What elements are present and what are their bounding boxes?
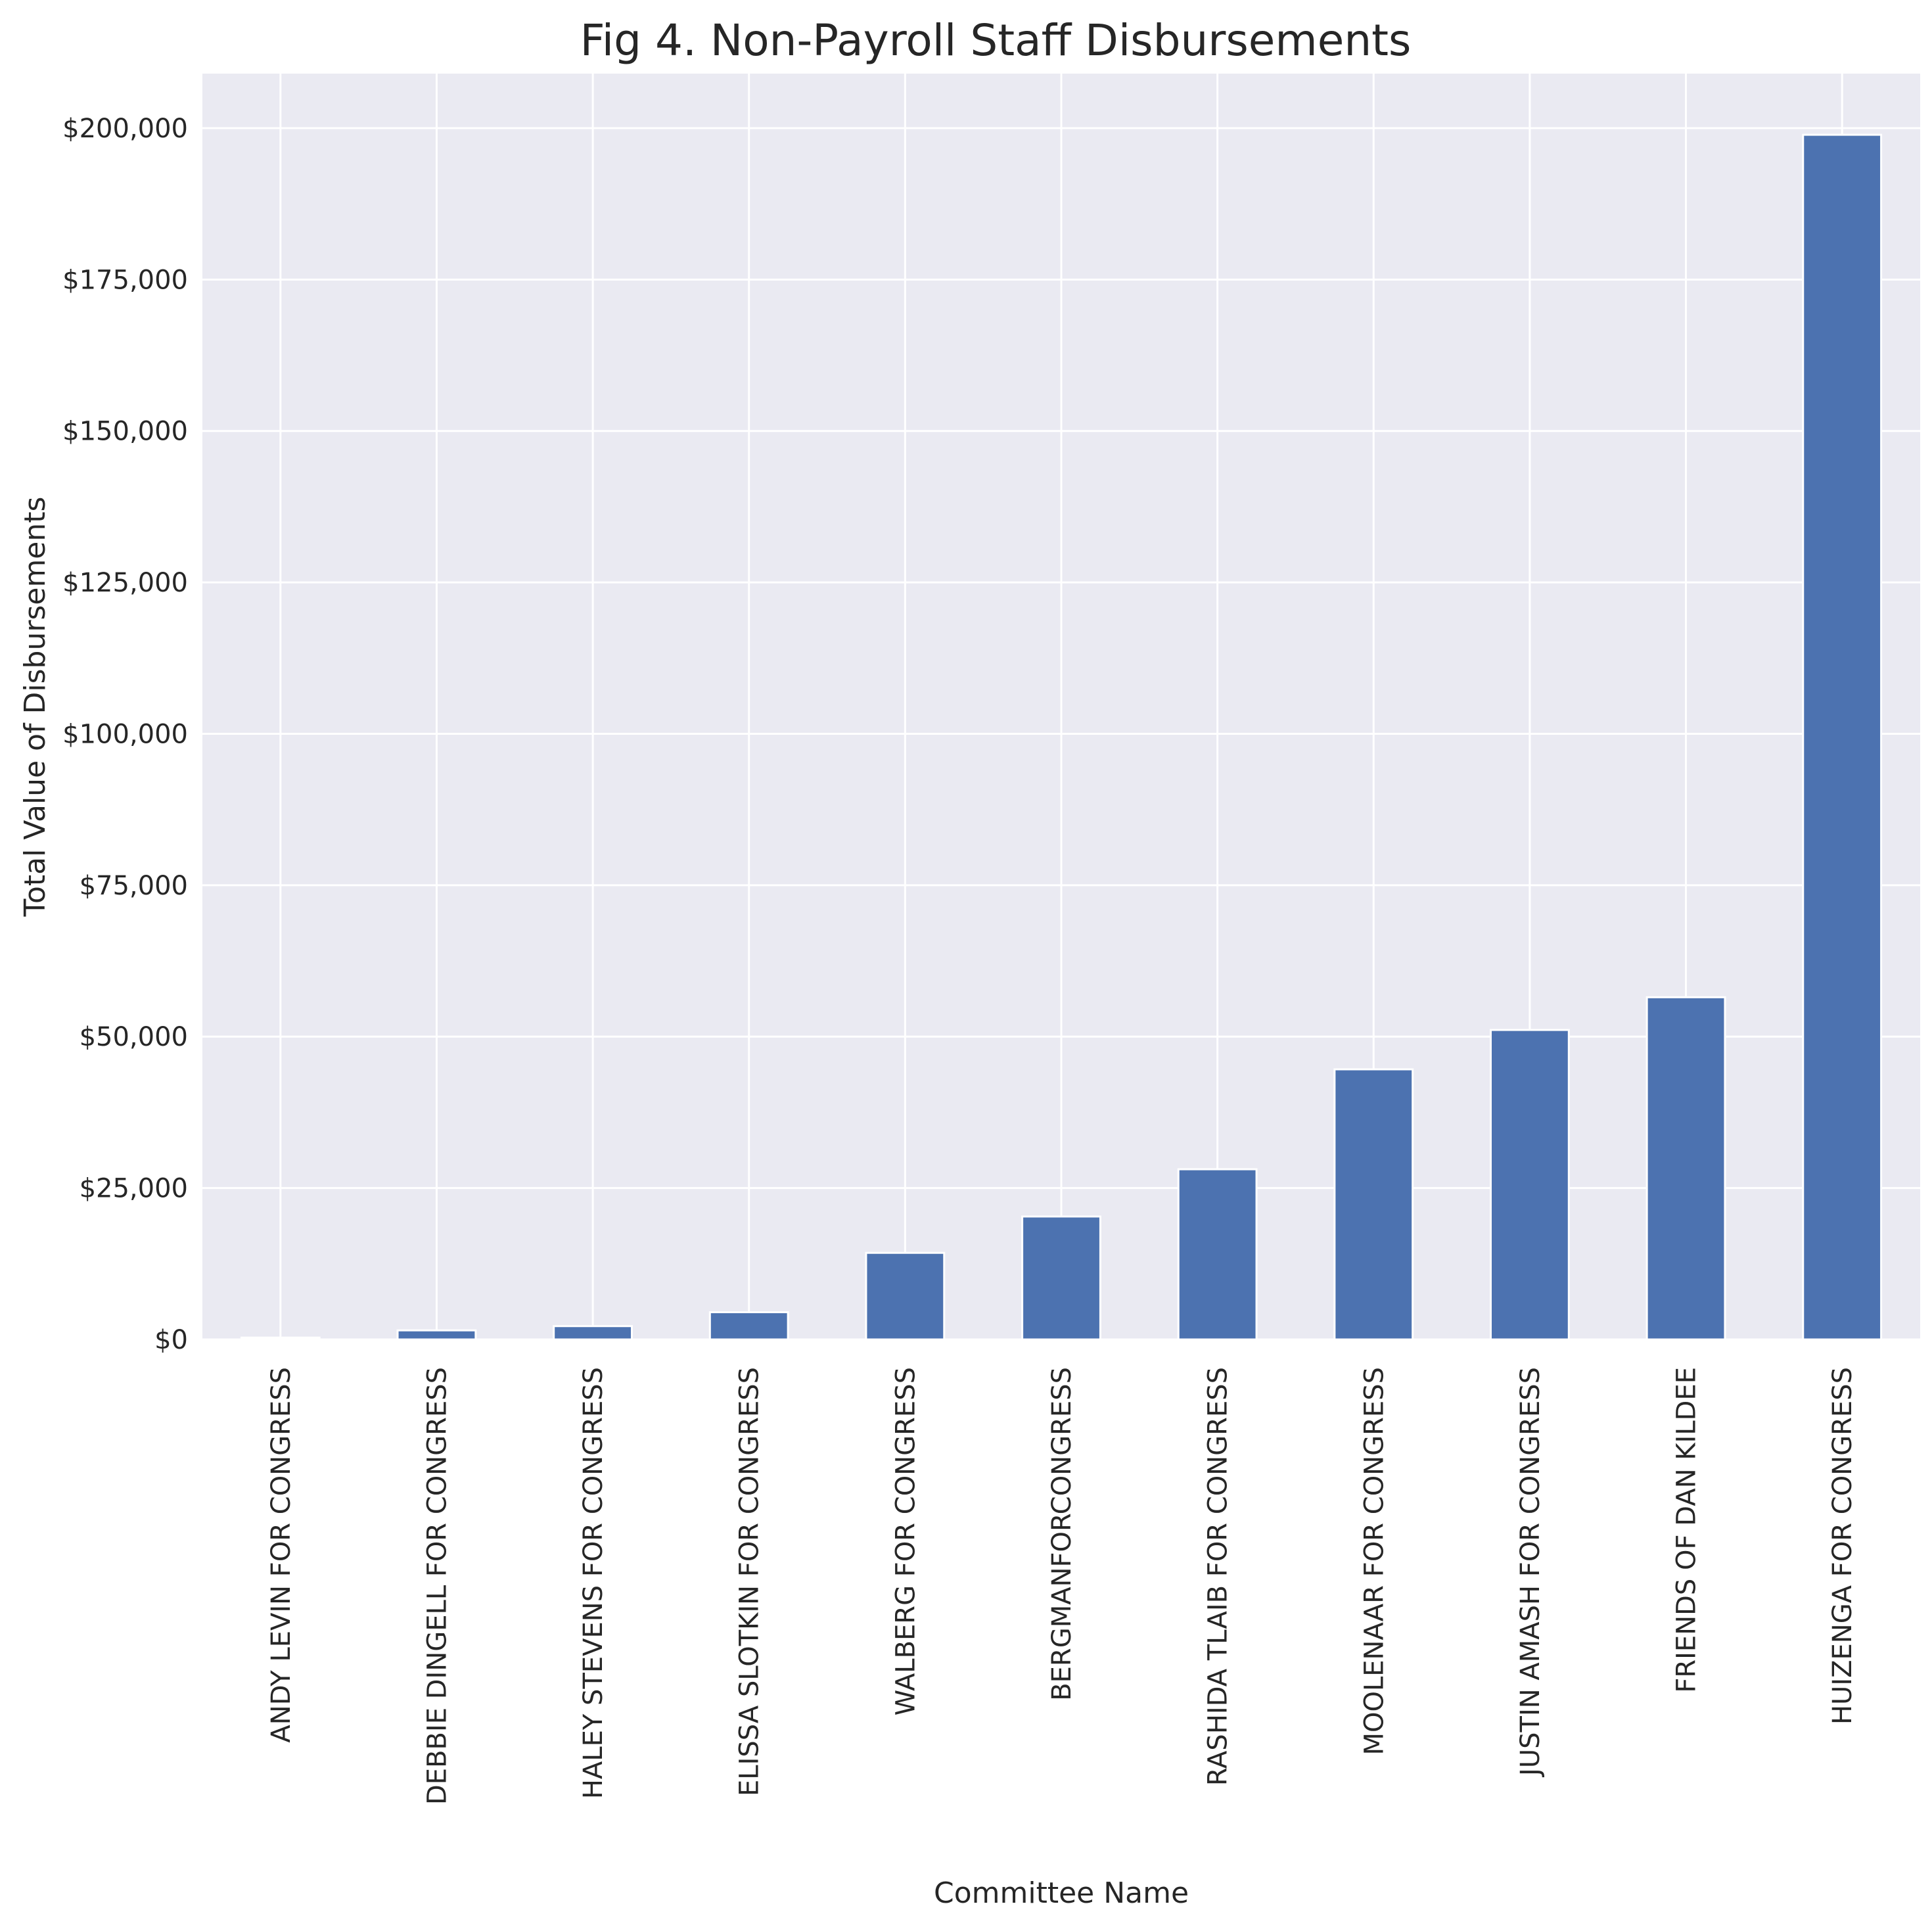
bar	[708, 1311, 789, 1341]
y-tick-label: $125,000	[62, 568, 188, 598]
bar	[1177, 1168, 1258, 1341]
x-tick-label: ELISSA SLOTKIN FOR CONGRESS	[735, 1367, 765, 1796]
bar	[396, 1329, 477, 1341]
x-tick-label: HUIZENGA FOR CONGRESS	[1828, 1367, 1858, 1725]
chart-title: Fig 4. Non-Payroll Staff Disbursements	[580, 15, 1412, 66]
x-tick-label: JUSTIN AMASH FOR CONGRESS	[1515, 1367, 1546, 1778]
bar	[1490, 1029, 1570, 1341]
x-axis-label: Committee Name	[934, 1876, 1189, 1910]
x-tick-label: BERGMANFORCONGRESS	[1047, 1367, 1077, 1701]
y-tick-label: $25,000	[80, 1174, 188, 1204]
x-tick-label: ANDY LEVIN FOR CONGRESS	[266, 1367, 296, 1743]
bar	[240, 1336, 321, 1341]
y-tick-label: $0	[154, 1325, 188, 1355]
x-tick-label: MOOLENAAR FOR CONGRESS	[1359, 1367, 1389, 1755]
y-tick-label: $100,000	[62, 719, 188, 749]
x-tick-label: DEBBIE DINGELL FOR CONGRESS	[422, 1367, 452, 1805]
y-axis-label: Total Value of Disbursements	[18, 497, 52, 918]
y-tick-label: $150,000	[62, 417, 188, 447]
bar	[865, 1251, 946, 1341]
x-axis-ticks: ANDY LEVIN FOR CONGRESS DEBBIE DINGELL FO…	[266, 1367, 1858, 1805]
x-tick-label: WALBERG FOR CONGRESS	[890, 1367, 921, 1715]
x-tick-label: RASHIDA TLAIB FOR CONGRESS	[1203, 1367, 1233, 1786]
y-axis-ticks: $0 $25,000 $50,000 $75,000 $100,000 $125,000 $…	[62, 114, 188, 1355]
y-tick-label: $75,000	[80, 871, 188, 901]
bar	[1333, 1068, 1414, 1341]
bar	[1021, 1215, 1101, 1341]
bar	[553, 1325, 633, 1341]
y-tick-label: $175,000	[62, 265, 188, 295]
bars	[240, 133, 1883, 1341]
x-tick-label: FRIENDS OF DAN KILDEE	[1672, 1367, 1702, 1693]
bar	[1645, 996, 1726, 1341]
y-tick-label: $200,000	[62, 114, 188, 144]
bar	[1802, 133, 1883, 1341]
y-tick-label: $50,000	[80, 1022, 188, 1052]
x-tick-label: HALEY STEVENS FOR CONGRESS	[578, 1367, 609, 1799]
